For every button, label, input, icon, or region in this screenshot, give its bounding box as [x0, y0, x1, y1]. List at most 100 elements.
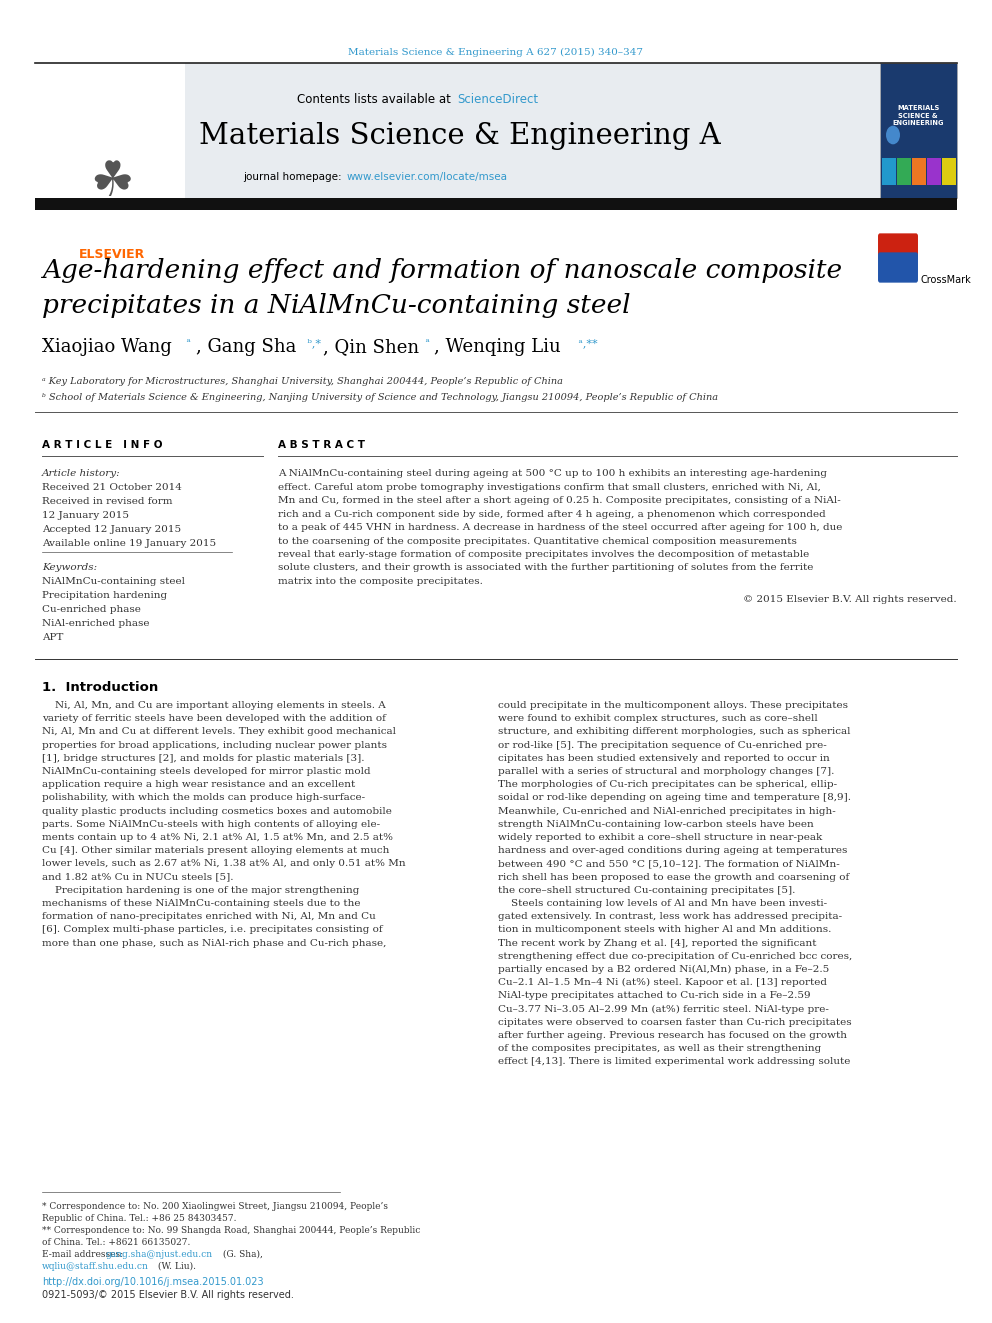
Text: Available online 19 January 2015: Available online 19 January 2015: [42, 538, 216, 548]
Text: variety of ferritic steels have been developed with the addition of: variety of ferritic steels have been dev…: [42, 714, 386, 724]
Text: Mn and Cu, formed in the steel after a short ageing of 0.25 h. Composite precipi: Mn and Cu, formed in the steel after a s…: [278, 496, 841, 505]
Text: effect [4,13]. There is limited experimental work addressing solute: effect [4,13]. There is limited experime…: [498, 1057, 850, 1066]
Text: precipitates in a NiAlMnCu-containing steel: precipitates in a NiAlMnCu-containing st…: [42, 292, 631, 318]
Text: ments contain up to 4 at% Ni, 2.1 at% Al, 1.5 at% Mn, and 2.5 at%: ments contain up to 4 at% Ni, 2.1 at% Al…: [42, 833, 393, 841]
Text: Contents lists available at: Contents lists available at: [298, 93, 455, 106]
Text: lower levels, such as 2.67 at% Ni, 1.38 at% Al, and only 0.51 at% Mn: lower levels, such as 2.67 at% Ni, 1.38 …: [42, 860, 406, 868]
Text: Ni, Al, Mn, and Cu are important alloying elements in steels. A: Ni, Al, Mn, and Cu are important alloyin…: [42, 701, 386, 710]
FancyBboxPatch shape: [897, 157, 911, 185]
Text: 1.  Introduction: 1. Introduction: [42, 681, 159, 695]
Text: (W. Liu).: (W. Liu).: [155, 1262, 196, 1271]
Circle shape: [886, 126, 900, 144]
Text: Precipitation hardening is one of the major strengthening: Precipitation hardening is one of the ma…: [42, 886, 359, 894]
Text: [6]. Complex multi-phase particles, i.e. precipitates consisting of: [6]. Complex multi-phase particles, i.e.…: [42, 925, 383, 934]
FancyBboxPatch shape: [35, 198, 957, 210]
Text: Meanwhile, Cu-enriched and NiAl-enriched precipitates in high-: Meanwhile, Cu-enriched and NiAl-enriched…: [498, 807, 835, 815]
Text: widely reported to exhibit a core–shell structure in near-peak: widely reported to exhibit a core–shell …: [498, 833, 822, 841]
FancyBboxPatch shape: [35, 64, 880, 198]
FancyBboxPatch shape: [882, 157, 896, 185]
Text: of the composites precipitates, as well as their strengthening: of the composites precipitates, as well …: [498, 1044, 821, 1053]
Text: ScienceDirect: ScienceDirect: [457, 93, 538, 106]
Text: (G. Sha),: (G. Sha),: [220, 1250, 263, 1259]
Text: Accepted 12 January 2015: Accepted 12 January 2015: [42, 525, 182, 534]
Text: mechanisms of these NiAlMnCu-containing steels due to the: mechanisms of these NiAlMnCu-containing …: [42, 900, 360, 908]
Text: A B S T R A C T: A B S T R A C T: [278, 441, 365, 450]
Text: between 490 °C and 550 °C [5,10–12]. The formation of NiAlMn-: between 490 °C and 550 °C [5,10–12]. The…: [498, 860, 840, 868]
Text: APT: APT: [42, 632, 63, 642]
Text: solute clusters, and their growth is associated with the further partitioning of: solute clusters, and their growth is ass…: [278, 564, 813, 573]
Text: E-mail addresses:: E-mail addresses:: [42, 1250, 126, 1259]
Text: Republic of China. Tel.: +86 25 84303457.: Republic of China. Tel.: +86 25 84303457…: [42, 1215, 236, 1222]
Text: effect. Careful atom probe tomography investigations confirm that small clusters: effect. Careful atom probe tomography in…: [278, 483, 820, 492]
Text: to a peak of 445 VHN in hardness. A decrease in hardness of the steel occurred a: to a peak of 445 VHN in hardness. A decr…: [278, 523, 842, 532]
Text: properties for broad applications, including nuclear power plants: properties for broad applications, inclu…: [42, 741, 387, 750]
Text: journal homepage:: journal homepage:: [243, 172, 345, 183]
Text: Age-hardening effect and formation of nanoscale composite: Age-hardening effect and formation of na…: [42, 258, 842, 283]
FancyBboxPatch shape: [878, 253, 918, 283]
Text: [1], bridge structures [2], and molds for plastic materials [3].: [1], bridge structures [2], and molds fo…: [42, 754, 364, 763]
Text: ᵃ: ᵃ: [422, 337, 430, 348]
Text: strengthening effect due co-precipitation of Cu-enriched bcc cores,: strengthening effect due co-precipitatio…: [498, 951, 852, 960]
Text: ELSEVIER: ELSEVIER: [79, 247, 145, 261]
Text: or rod-like [5]. The precipitation sequence of Cu-enriched pre-: or rod-like [5]. The precipitation seque…: [498, 741, 826, 750]
Text: Article history:: Article history:: [42, 468, 121, 478]
Text: parallel with a series of structural and morphology changes [7].: parallel with a series of structural and…: [498, 767, 834, 777]
Text: gated extensively. In contrast, less work has addressed precipita-: gated extensively. In contrast, less wor…: [498, 912, 842, 921]
Text: partially encased by a B2 ordered Ni(Al,Mn) phase, in a Fe–2.5: partially encased by a B2 ordered Ni(Al,…: [498, 964, 829, 974]
FancyBboxPatch shape: [942, 157, 956, 185]
Text: polishability, with which the molds can produce high-surface-: polishability, with which the molds can …: [42, 794, 365, 803]
Text: ᵇ,*: ᵇ,*: [304, 337, 321, 348]
Text: Materials Science & Engineering A: Materials Science & Engineering A: [199, 122, 721, 149]
Text: more than one phase, such as NiAl-rich phase and Cu-rich phase,: more than one phase, such as NiAl-rich p…: [42, 938, 386, 947]
Text: NiAl-type precipitates attached to Cu-rich side in a Fe–2.59: NiAl-type precipitates attached to Cu-ri…: [498, 991, 810, 1000]
Text: rich shell has been proposed to ease the growth and coarsening of: rich shell has been proposed to ease the…: [498, 873, 849, 881]
Text: A R T I C L E   I N F O: A R T I C L E I N F O: [42, 441, 163, 450]
Text: the core–shell structured Cu-containing precipitates [5].: the core–shell structured Cu-containing …: [498, 886, 796, 894]
Text: , Qin Shen: , Qin Shen: [323, 337, 420, 356]
Text: rich and a Cu-rich component side by side, formed after 4 h ageing, a phenomenon: rich and a Cu-rich component side by sid…: [278, 509, 825, 519]
Text: after further ageing. Previous research has focused on the growth: after further ageing. Previous research …: [498, 1031, 847, 1040]
Text: application require a high wear resistance and an excellent: application require a high wear resistan…: [42, 781, 355, 790]
Text: Cu-enriched phase: Cu-enriched phase: [42, 605, 141, 614]
FancyBboxPatch shape: [878, 233, 918, 261]
Text: The recent work by Zhang et al. [4], reported the significant: The recent work by Zhang et al. [4], rep…: [498, 938, 816, 947]
Text: 0921-5093/© 2015 Elsevier B.V. All rights reserved.: 0921-5093/© 2015 Elsevier B.V. All right…: [42, 1290, 294, 1301]
Text: * Correspondence to: No. 200 Xiaolingwei Street, Jiangsu 210094, People’s: * Correspondence to: No. 200 Xiaolingwei…: [42, 1203, 388, 1211]
Text: cipitates were observed to coarsen faster than Cu-rich precipitates: cipitates were observed to coarsen faste…: [498, 1017, 851, 1027]
Text: Materials Science & Engineering A 627 (2015) 340–347: Materials Science & Engineering A 627 (2…: [348, 48, 644, 57]
Text: of China. Tel.: +8621 66135027.: of China. Tel.: +8621 66135027.: [42, 1238, 190, 1248]
Text: www.elsevier.com/locate/msea: www.elsevier.com/locate/msea: [347, 172, 508, 183]
Text: ᵃ,**: ᵃ,**: [575, 337, 597, 348]
Text: could precipitate in the multicomponent alloys. These precipitates: could precipitate in the multicomponent …: [498, 701, 848, 710]
Text: NiAlMnCu-containing steel: NiAlMnCu-containing steel: [42, 577, 185, 586]
Text: The morphologies of Cu-rich precipitates can be spherical, ellip-: The morphologies of Cu-rich precipitates…: [498, 781, 837, 790]
Text: Cu [4]. Other similar materials present alloying elements at much: Cu [4]. Other similar materials present …: [42, 847, 390, 855]
Text: structure, and exhibiting different morphologies, such as spherical: structure, and exhibiting different morp…: [498, 728, 850, 737]
Text: Keywords:: Keywords:: [42, 564, 97, 572]
Text: Cu–2.1 Al–1.5 Mn–4 Ni (at%) steel. Kapoor et al. [13] reported: Cu–2.1 Al–1.5 Mn–4 Ni (at%) steel. Kapoo…: [498, 978, 827, 987]
Text: 12 January 2015: 12 January 2015: [42, 511, 129, 520]
Text: Received in revised form: Received in revised form: [42, 497, 173, 505]
FancyBboxPatch shape: [880, 64, 957, 198]
Text: reveal that early-stage formation of composite precipitates involves the decompo: reveal that early-stage formation of com…: [278, 550, 809, 560]
Text: matrix into the composite precipitates.: matrix into the composite precipitates.: [278, 577, 483, 586]
Text: tion in multicomponent steels with higher Al and Mn additions.: tion in multicomponent steels with highe…: [498, 925, 831, 934]
Text: © 2015 Elsevier B.V. All rights reserved.: © 2015 Elsevier B.V. All rights reserved…: [743, 595, 957, 605]
Text: ☘: ☘: [90, 157, 134, 206]
Text: ᵃ: ᵃ: [183, 337, 190, 348]
Text: Steels containing low levels of Al and Mn have been investi-: Steels containing low levels of Al and M…: [498, 900, 827, 908]
Text: gang.sha@njust.edu.cn: gang.sha@njust.edu.cn: [105, 1250, 212, 1259]
Text: Ni, Al, Mn and Cu at different levels. They exhibit good mechanical: Ni, Al, Mn and Cu at different levels. T…: [42, 728, 396, 737]
Text: ᵇ School of Materials Science & Engineering, Nanjing University of Science and T: ᵇ School of Materials Science & Engineer…: [42, 393, 718, 402]
Text: NiAlMnCu-containing steels developed for mirror plastic mold: NiAlMnCu-containing steels developed for…: [42, 767, 371, 777]
Text: wqliu@staff.shu.edu.cn: wqliu@staff.shu.edu.cn: [42, 1262, 149, 1271]
Text: Cu–3.77 Ni–3.05 Al–2.99 Mn (at%) ferritic steel. NiAl-type pre-: Cu–3.77 Ni–3.05 Al–2.99 Mn (at%) ferriti…: [498, 1004, 829, 1013]
Text: NiAl-enriched phase: NiAl-enriched phase: [42, 619, 150, 628]
Text: and 1.82 at% Cu in NUCu steels [5].: and 1.82 at% Cu in NUCu steels [5].: [42, 873, 233, 881]
Text: ᵃ Key Laboratory for Microstructures, Shanghai University, Shanghai 200444, Peop: ᵃ Key Laboratory for Microstructures, Sh…: [42, 377, 563, 386]
FancyBboxPatch shape: [912, 157, 926, 185]
Text: strength NiAlMnCu-containing low-carbon steels have been: strength NiAlMnCu-containing low-carbon …: [498, 820, 813, 828]
Text: soidal or rod-like depending on ageing time and temperature [8,9].: soidal or rod-like depending on ageing t…: [498, 794, 851, 803]
Text: CrossMark: CrossMark: [920, 275, 971, 284]
FancyBboxPatch shape: [35, 64, 185, 198]
